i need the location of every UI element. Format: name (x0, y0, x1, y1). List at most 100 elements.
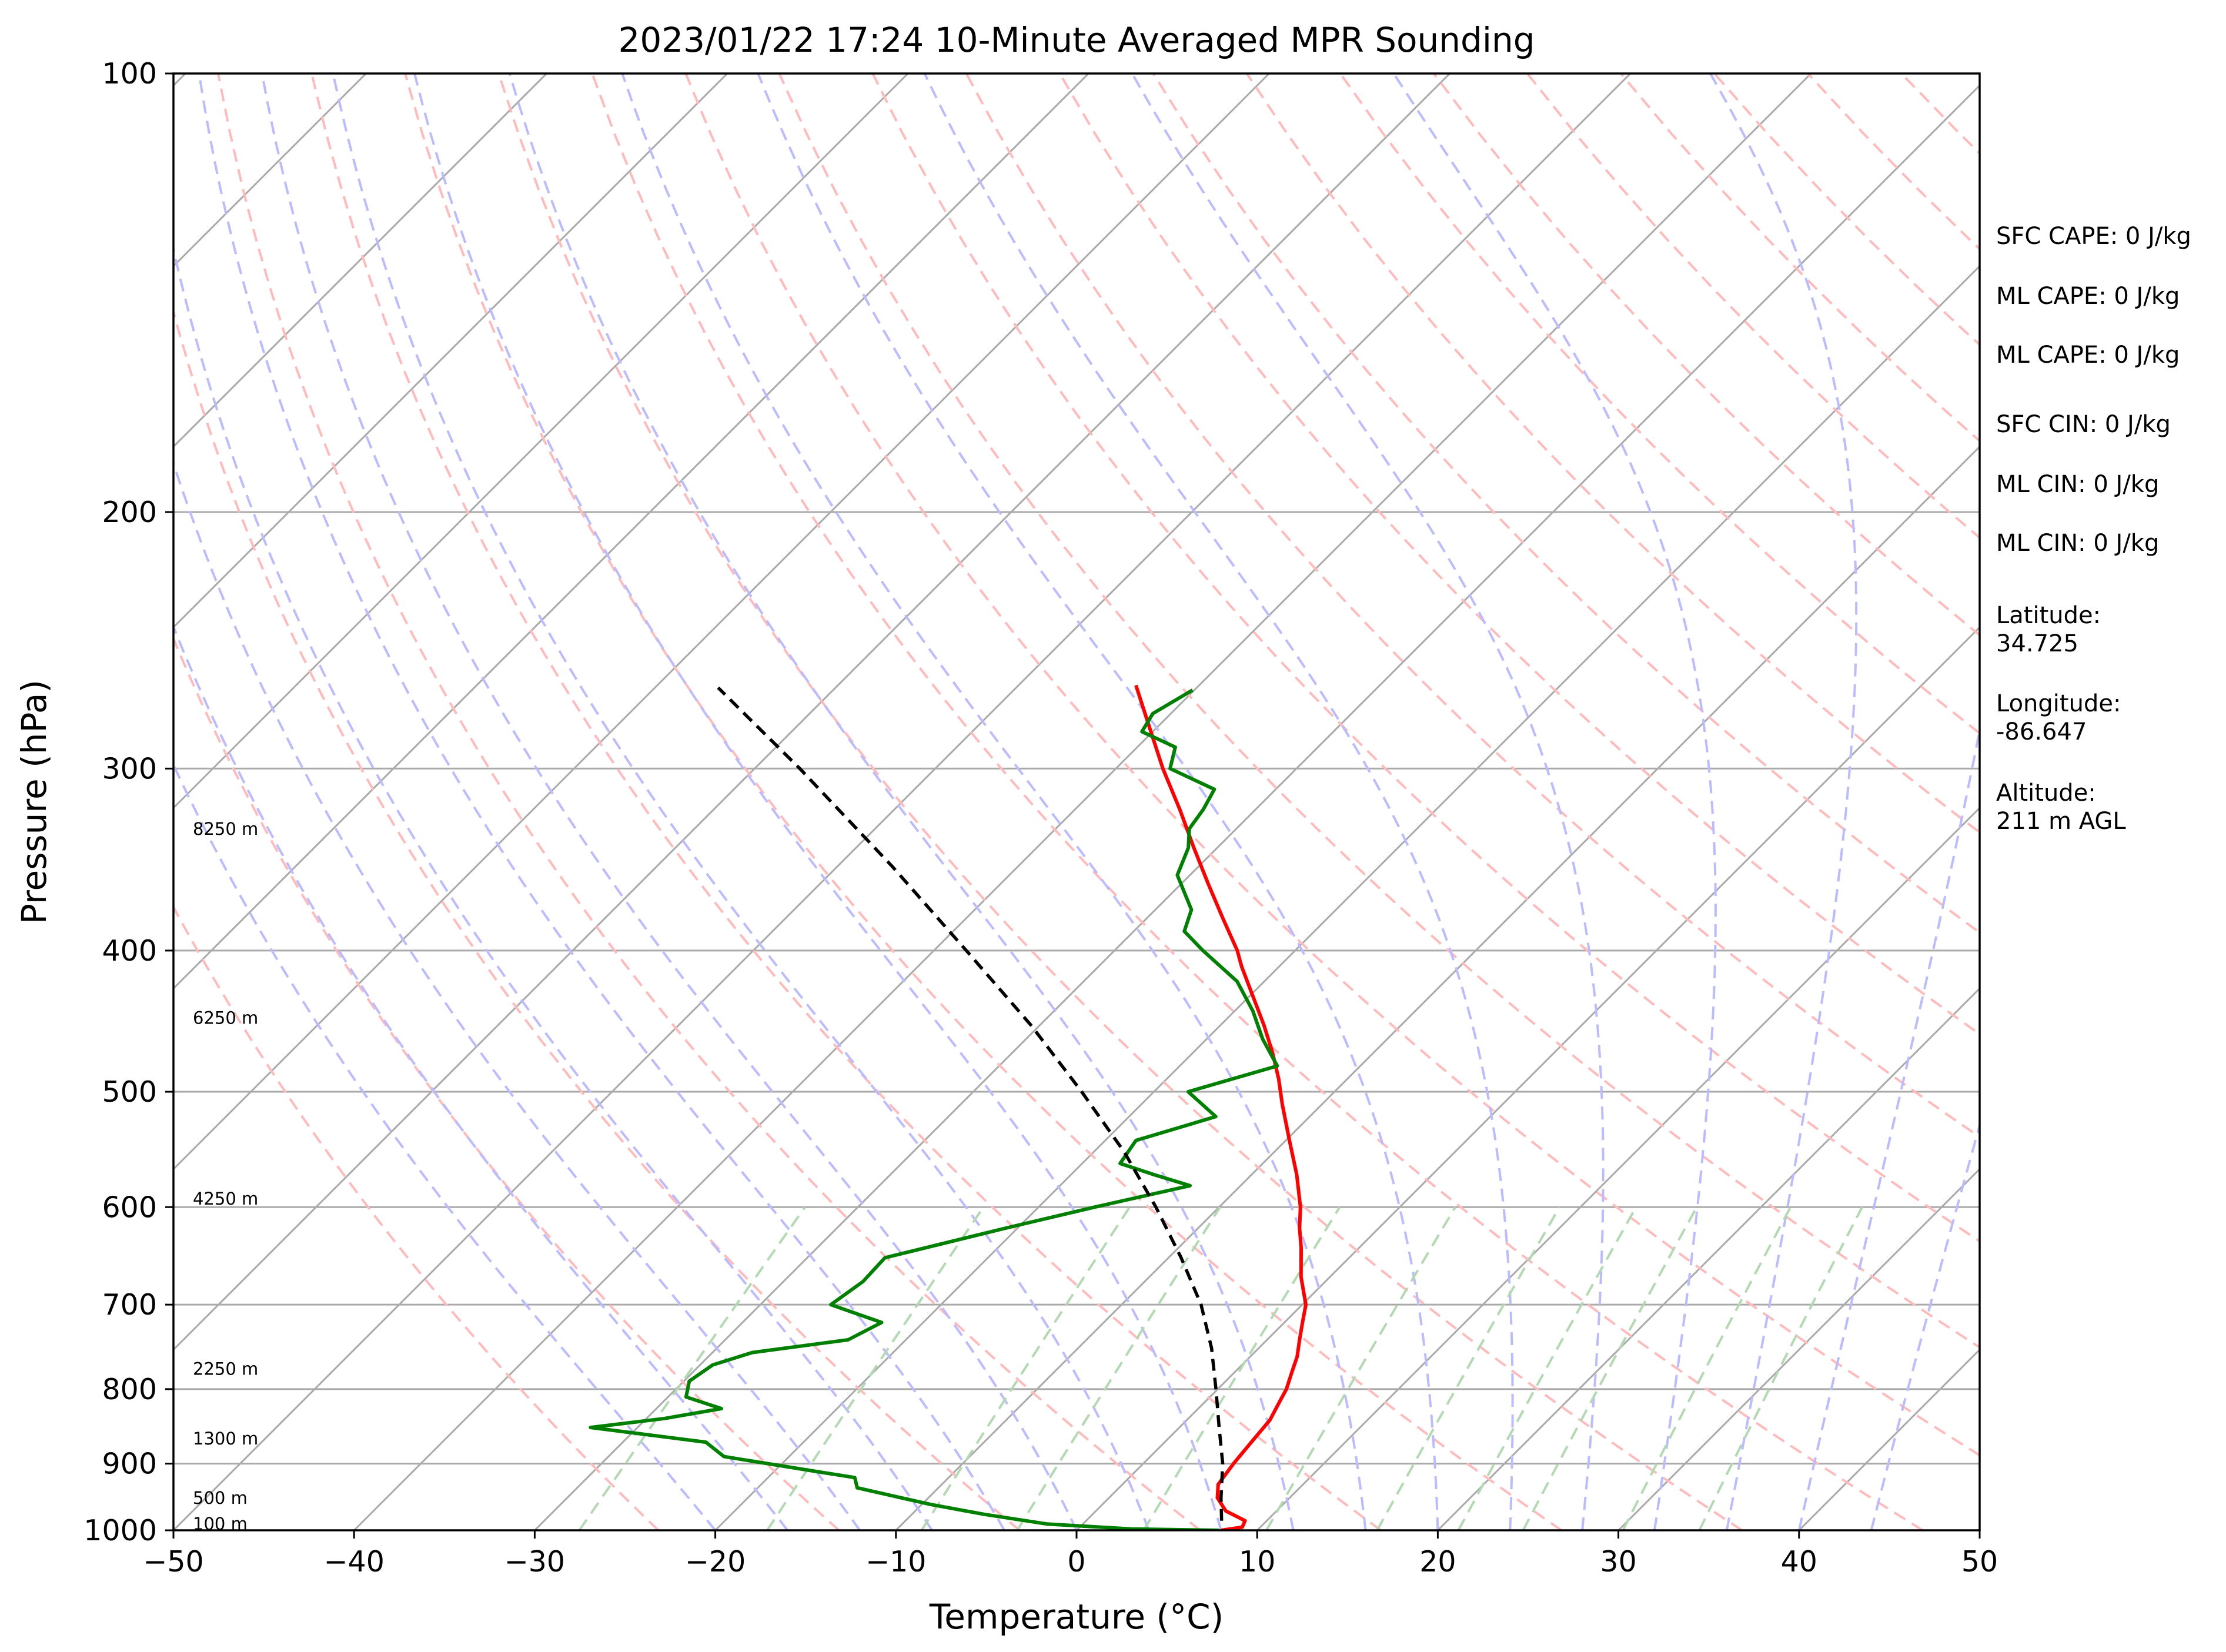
isotherm (173, 73, 1450, 1351)
x-tick-label: −40 (323, 1545, 384, 1579)
mixing-ratio-line (766, 1206, 985, 1530)
moist-adiabat (1392, 73, 1717, 1530)
altitude-label: 8250 m (193, 819, 258, 839)
isotherm (173, 73, 909, 810)
ml-cape-2: ML CAPE: 0 J/kg (1996, 342, 2180, 369)
x-tick-label: −30 (504, 1545, 565, 1579)
mixing-ratio-line (578, 1206, 806, 1530)
moist-adiabat (757, 73, 1439, 1530)
reference-lines (0, 73, 1980, 1530)
isotherm (1437, 987, 1980, 1530)
altitude-label: 500 m (193, 1488, 248, 1508)
moist-adiabat (332, 73, 1150, 1530)
y-tick-label: 800 (102, 1373, 157, 1406)
isotherm (353, 73, 1812, 1530)
isotherm (173, 73, 367, 267)
y-tick-label: 1000 (83, 1514, 157, 1547)
dry-adiabat (497, 73, 1743, 1530)
x-tick-label: 10 (1239, 1545, 1275, 1579)
ml-cin-1: ML CIN: 0 J/kg (1996, 471, 2159, 498)
latitude-value: 34.725 (1996, 630, 2078, 657)
mixing-ratio-line (920, 1206, 1131, 1530)
x-tick-label: 0 (1067, 1545, 1085, 1579)
moist-adiabat (1131, 73, 1605, 1530)
chart-title: 2023/01/22 17:24 10-Minute Averaged MPR … (618, 20, 1535, 60)
latitude-label: Latitude: (1996, 602, 2101, 629)
dry-adiabat (591, 73, 1924, 1530)
dry-adiabat (965, 73, 1980, 1139)
y-tick-label: 600 (102, 1190, 157, 1224)
x-tick-label: 20 (1419, 1545, 1456, 1579)
longitude-value: -86.647 (1996, 718, 2087, 745)
x-tick-label: 50 (1961, 1545, 1998, 1579)
isotherm (173, 73, 1270, 1171)
isotherm (173, 73, 1089, 990)
moist-adiabat (413, 73, 1222, 1530)
moist-adiabat (621, 73, 1367, 1530)
isotherm (1617, 1168, 1980, 1530)
moist-adiabat (173, 244, 933, 1530)
y-tick-label: 900 (102, 1447, 157, 1481)
isotherm (173, 73, 547, 448)
ml-cape-1: ML CAPE: 0 J/kg (1996, 283, 2180, 310)
x-axis-label: Temperature (°C) (929, 1597, 1224, 1637)
dry-adiabat (173, 636, 840, 1530)
ml-cin-2: ML CIN: 0 J/kg (1996, 530, 2159, 557)
sfc-cape: SFC CAPE: 0 J/kg (1996, 223, 2191, 250)
isotherm (1256, 807, 1980, 1530)
dewpoint-line (589, 688, 1279, 1530)
dry-adiabat (217, 73, 1201, 1530)
altitude-value: 211 m AGL (1996, 808, 2126, 835)
y-tick-label: 700 (102, 1288, 157, 1322)
y-tick-label: 400 (102, 934, 157, 968)
x-tick-label: −10 (865, 1545, 926, 1579)
sfc-cin: SFC CIN: 0 J/kg (1996, 411, 2171, 438)
mixing-ratio-line (1522, 1206, 1698, 1530)
isotherm (0, 73, 5, 1530)
parcel-line (717, 686, 1225, 1521)
moist-adiabat (923, 73, 1514, 1530)
altitude-label: 6250 m (193, 1008, 258, 1028)
mixing-ratio-line (1376, 1206, 1561, 1530)
mixing-ratio-line (1142, 1206, 1341, 1530)
mixing-ratio-line (1622, 1206, 1792, 1530)
x-axis: −50 −40 −30 −20 −10 0 10 20 30 40 50 (143, 1530, 1998, 1579)
dry-adiabat (173, 307, 1021, 1530)
moist-adiabat (260, 73, 1078, 1530)
dry-adiabat (310, 73, 1382, 1530)
y-tick-label: 300 (102, 752, 157, 785)
moist-adiabat (1797, 724, 1980, 1530)
longitude-label: Longitude: (1996, 690, 2121, 717)
info-panel: SFC CAPE: 0 J/kg ML CAPE: 0 J/kg ML CAPE… (1996, 223, 2191, 835)
mixing-ratio-line (1016, 1206, 1221, 1530)
mixing-ratio-line (1457, 1206, 1637, 1530)
dry-adiabat (404, 73, 1562, 1530)
altitude-label: Altitude: (1996, 780, 2096, 807)
mixing-ratio-line (1698, 1206, 1863, 1530)
moist-adiabat (1870, 1121, 1980, 1530)
isotherm (173, 73, 728, 629)
isotherm (895, 445, 1980, 1530)
altitude-label: 4250 m (193, 1189, 258, 1209)
y-axis: 1000 900 800 700 600 500 400 300 200 100 (83, 57, 173, 1547)
plot-frame (172, 72, 1981, 1531)
altitude-labels: 100 m 500 m 1300 m 2250 m 4250 m 6250 m 8250 m (193, 819, 258, 1534)
mixing-ratio-line (1265, 1206, 1456, 1530)
altitude-label: 2250 m (193, 1359, 258, 1379)
sounding-series (589, 684, 1308, 1530)
y-tick-label: 100 (102, 57, 157, 91)
y-tick-label: 500 (102, 1075, 157, 1109)
dry-adiabat (173, 904, 660, 1530)
dry-adiabat (871, 73, 1980, 1243)
moist-adiabat (198, 73, 1005, 1530)
moist-adiabat (508, 73, 1295, 1530)
moist-adiabat (173, 762, 717, 1530)
moist-adiabat (173, 459, 861, 1530)
altitude-label: 1300 m (193, 1429, 258, 1449)
dry-adiabat (1152, 73, 1980, 934)
y-tick-label: 200 (102, 496, 157, 529)
moist-adiabat (1709, 73, 1858, 1530)
isotherm (534, 84, 1980, 1530)
isotherm (714, 265, 1980, 1530)
